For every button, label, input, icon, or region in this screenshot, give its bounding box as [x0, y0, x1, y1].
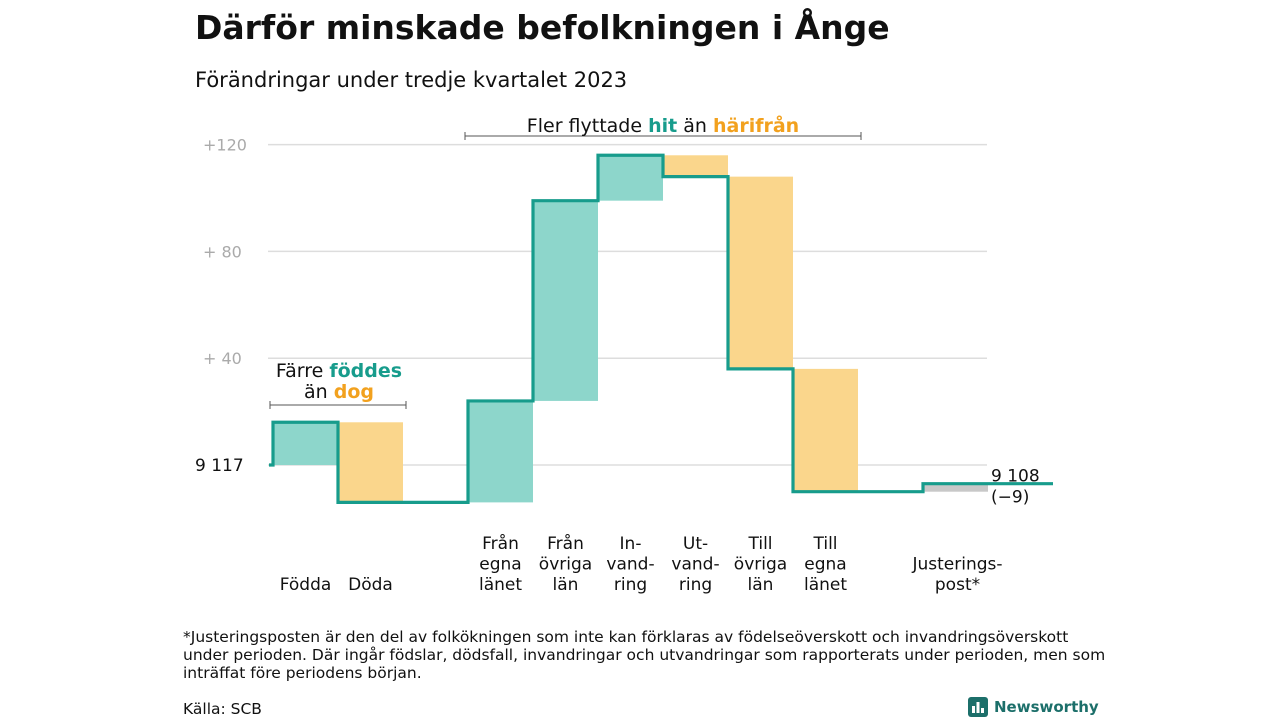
bar-6: [663, 155, 728, 177]
category-label: Till: [812, 534, 837, 554]
category-label: vand-: [671, 555, 719, 575]
births-deaths-annotation-line1: Färre föddes: [276, 360, 402, 382]
migration-annotation: Fler flyttade hit än härifrån: [527, 113, 799, 137]
category-label: Till: [747, 534, 772, 554]
births-deaths-annotation-line2-part: än: [304, 381, 334, 403]
y-tick-label: +120: [203, 136, 247, 155]
category-label: Döda: [348, 575, 393, 595]
births-deaths-annotation-line2: än dog: [304, 381, 374, 403]
category-label: post*: [935, 575, 980, 595]
category-label: egna: [804, 555, 846, 575]
migration-annotation-part: än: [677, 115, 713, 137]
bar-0: [273, 422, 338, 465]
category-label: Födda: [280, 575, 332, 595]
category-label: ring: [679, 575, 712, 595]
category-label: län: [748, 575, 774, 595]
running-total-line: [269, 153, 1053, 504]
bar-5: [598, 155, 663, 201]
category-label: Från: [482, 533, 519, 554]
migration-annotation-part: hit: [648, 115, 677, 137]
source-label: Källa: SCB: [183, 700, 262, 718]
bar-3: [468, 400, 533, 503]
category-label: Från: [547, 533, 584, 554]
category-label: länet: [479, 575, 522, 595]
category-label: In-: [620, 534, 642, 554]
end-value-label: 9 108: [991, 467, 1040, 487]
chart-title: Därför minskade befolkningen i Ånge: [195, 8, 890, 47]
bar-8: [793, 368, 858, 492]
category-label: övriga: [734, 555, 787, 575]
migration-annotation-part: härifrån: [713, 113, 799, 137]
bar-4: [533, 200, 598, 401]
category-label: vand-: [606, 555, 654, 575]
category-label: ring: [614, 575, 647, 595]
births-deaths-annotation-line2-part: dog: [334, 381, 374, 403]
footnote: *Justeringsposten är den del av folkökni…: [183, 628, 1106, 682]
category-label: övriga: [539, 555, 592, 575]
category-label: Ut-: [683, 534, 708, 554]
bar-chart-icon: [968, 697, 988, 717]
y-tick-label: + 80: [203, 242, 242, 261]
chart-subtitle: Förändringar under tredje kvartalet 2023: [195, 68, 628, 92]
end-change-label: (−9): [991, 488, 1029, 508]
category-label: län: [553, 575, 579, 595]
bar-7: [728, 176, 793, 369]
bar-1: [338, 422, 403, 503]
births-deaths-annotation-line1-part: Färre: [276, 360, 329, 382]
migration-annotation-part: Fler flyttade: [527, 115, 648, 137]
y-tick-label: + 40: [203, 349, 242, 368]
newsworthy-logo: Newsworthy: [968, 697, 1099, 717]
category-label: egna: [479, 555, 521, 575]
category-label: länet: [804, 575, 847, 595]
category-label: Justerings-: [911, 555, 1002, 575]
brand-name: Newsworthy: [994, 698, 1099, 716]
births-deaths-annotation-line1-part: föddes: [329, 360, 402, 382]
start-value-label: 9 117: [195, 456, 244, 476]
bar-10: [923, 483, 988, 492]
